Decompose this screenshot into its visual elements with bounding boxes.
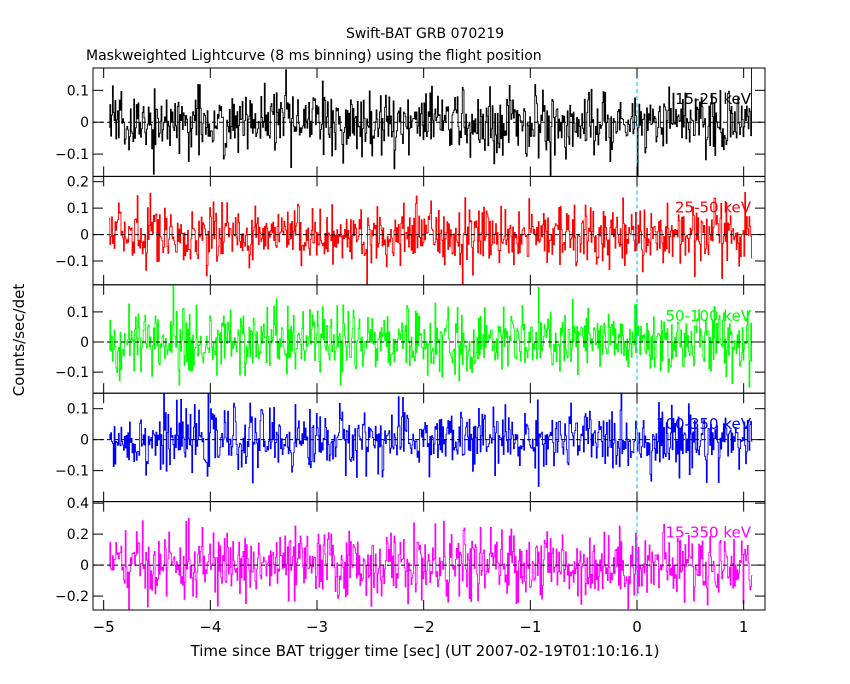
lightcurve-series-3 <box>109 284 753 388</box>
y-tick-label: 0 <box>80 335 89 351</box>
x-tick-label: 1 <box>739 618 749 636</box>
lightcurve-series-1 <box>109 68 753 177</box>
x-axis-label: Time since BAT trigger time [sec] (UT 20… <box>190 642 660 660</box>
panels-group: −0.100.1 15-25 keV−0.100.10.225-50 keV−0.… <box>55 67 766 636</box>
band-label: 25-50 keV <box>675 198 752 216</box>
panel-5: −0.2 0 0.2 0.4 15-350 keV <box>55 496 766 611</box>
lightcurve-series-2 <box>109 191 753 285</box>
band-label: 15-350 keV <box>665 524 751 542</box>
y-tick-label: 0.2 <box>67 527 89 543</box>
band-label: 100-350 keV <box>656 415 752 433</box>
y-tick-label: 0 <box>80 115 89 131</box>
y-tick-label: −0.1 <box>55 147 89 163</box>
y-tick-label: 0 <box>80 558 89 574</box>
lightcurve-series-4 <box>109 393 753 487</box>
y-tick-label: −0.1 <box>55 464 89 480</box>
chart-title: Swift-BAT GRB 070219 <box>346 26 504 42</box>
x-tick-label: 0 <box>632 618 642 636</box>
chart-subtitle: Maskweighted Lightcurve (8 ms binning) u… <box>86 48 542 64</box>
y-tick-label: −0.2 <box>55 589 89 605</box>
x-tick-label: −1 <box>519 618 541 636</box>
panel-1: −0.1 0 0.1 15-25 keV <box>55 67 766 177</box>
band-label: 15-25 keV <box>675 90 752 108</box>
y-tick-label: 0.1 <box>67 305 89 321</box>
lightcurve-series-5 <box>109 517 753 611</box>
panel-3: −0.1 0 0.1 50-100 keV <box>55 284 766 394</box>
y-tick-label: −0.1 <box>55 254 89 270</box>
y-tick-label: 0.4 <box>67 496 89 512</box>
panel-4: −0.1 0 0.1 100-350 keV <box>55 392 766 503</box>
panel-2: −0.1 0 0.1 0.2 25-50 keV <box>55 175 766 286</box>
x-tick-label: −2 <box>413 618 435 636</box>
y-tick-label: −0.1 <box>55 365 89 381</box>
y-axis-label: Counts/sec/det <box>10 284 28 397</box>
panel-frame <box>92 175 766 286</box>
y-tick-label: 0.1 <box>67 402 89 418</box>
y-tick-label: 0 <box>80 433 89 449</box>
y-tick-label: 0 <box>80 228 89 244</box>
y-tick-label: 0.2 <box>67 175 89 191</box>
band-label: 50-100 keV <box>665 307 751 325</box>
x-tick-label: −3 <box>306 618 328 636</box>
y-tick-label: 0.1 <box>67 83 89 99</box>
y-tick-label: 0.1 <box>67 201 89 217</box>
x-tick-label: −5 <box>93 618 115 636</box>
panel-frame <box>92 501 766 611</box>
x-tick-label: −4 <box>199 618 221 636</box>
